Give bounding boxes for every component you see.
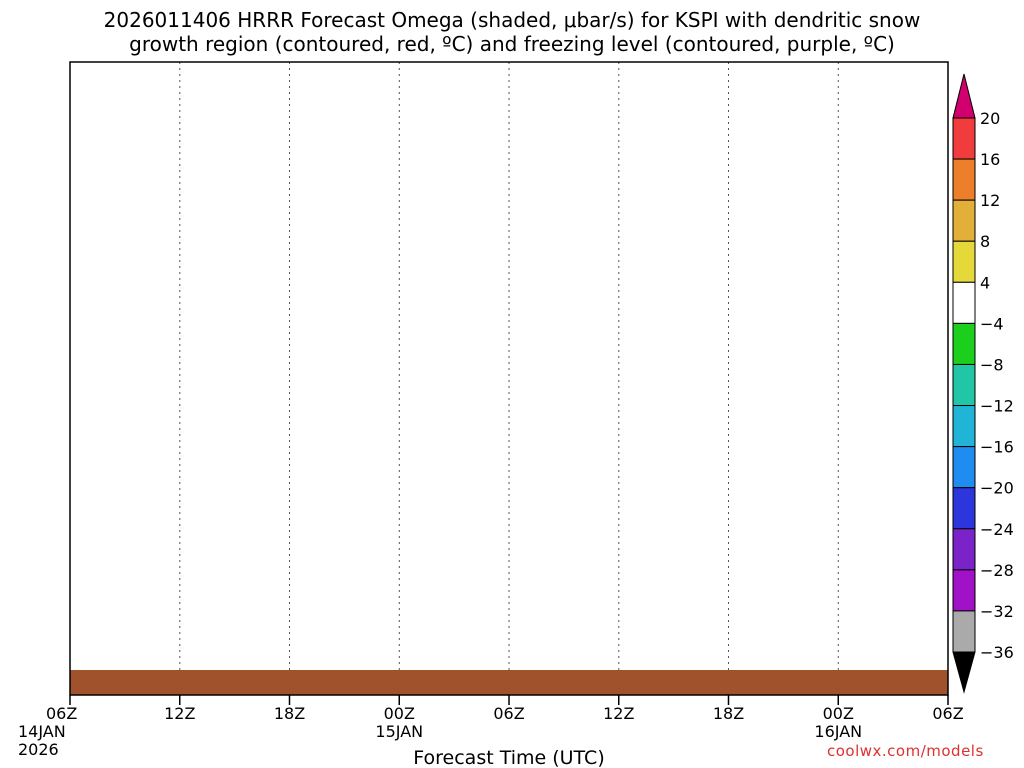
plot-frame: [69, 61, 949, 696]
title-line-1: 2026011406 HRRR Forecast Omega (shaded, …: [103, 8, 921, 32]
omega-colorbar: 20 16 12 8 4 −4 −8 −12 −16 −20 −24 −28 −32 −36: [952, 73, 1014, 694]
grid-lines: [69, 62, 949, 670]
colorbar-segment-6: [952, 363, 976, 407]
x-axis-label: Forecast Time (UTC): [413, 747, 604, 768]
colorbar-tick-8: −16: [980, 438, 1014, 457]
colorbar-tick-12: −32: [980, 602, 1014, 621]
colorbar-segment-1: [952, 158, 976, 201]
source-credit: coolwx.com/models: [827, 742, 984, 760]
colorbar-tick-9: −20: [980, 479, 1014, 498]
colorbar-bottom-arrow: [952, 651, 976, 694]
colorbar-segment-10: [952, 528, 976, 571]
colorbar-segment-7: [952, 405, 976, 448]
colorbar-segment-3: [952, 240, 976, 283]
x-tick-label-48: 06Z: [932, 704, 963, 723]
x-year-label: 2026: [18, 740, 59, 759]
colorbar-tick-13: −36: [980, 643, 1014, 662]
x-tick-label-12: 18Z: [274, 704, 305, 723]
colorbar-segment-9: [952, 487, 976, 530]
colorbar-tick-5: −4: [980, 314, 1004, 333]
colorbar-tick-6: −8: [980, 355, 1004, 374]
x-date-label-18: 15JAN: [375, 722, 423, 741]
x-tick-label-24: 06Z: [493, 704, 524, 723]
colorbar-segment-2: [952, 199, 976, 242]
x-tick-label-30: 12Z: [603, 704, 634, 723]
colorbar-segment-11: [952, 569, 976, 612]
colorbar-top-arrow: [952, 73, 976, 119]
x-tick-label-6: 12Z: [164, 704, 195, 723]
chart-title: 2026011406 HRRR Forecast Omega (shaded, …: [0, 8, 1024, 56]
x-tick-label-18: 00Z: [384, 704, 415, 723]
x-date-label-42: 16JAN: [814, 722, 862, 741]
colorbar-tick-4: 4: [980, 273, 990, 292]
colorbar-segment-5: [952, 322, 976, 365]
colorbar-tick-11: −28: [980, 561, 1014, 580]
x-tick-label-0: 06Z: [46, 704, 77, 723]
colorbar-tick-1: 16: [980, 150, 1000, 169]
x-tick-label-36: 18Z: [713, 704, 744, 723]
colorbar-tick-2: 12: [980, 191, 1000, 210]
colorbar-segment-8: [952, 446, 976, 489]
colorbar-tick-3: 8: [980, 232, 990, 251]
x-date-label-0: 14JAN: [18, 722, 66, 741]
colorbar-tick-0: 20: [980, 109, 1000, 128]
x-tick-label-42: 00Z: [823, 704, 854, 723]
title-line-2: growth region (contoured, red, ºC) and f…: [129, 32, 895, 56]
colorbar-segment-12: [952, 610, 976, 653]
colorbar-tick-10: −24: [980, 520, 1014, 539]
colorbar-tick-7: −12: [980, 397, 1014, 416]
terrain-surface: [70, 670, 948, 695]
colorbar-segment-4: [952, 281, 976, 324]
colorbar-segment-0: [952, 117, 976, 160]
